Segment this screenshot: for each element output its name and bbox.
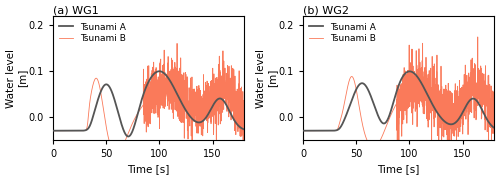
Tsunami A (431, 106, 437, 108)
X-axis label: Time [s]: Time [s] (128, 165, 170, 174)
Tsunami B (379, 135, 385, 138)
Tsunami B (242, 114, 248, 116)
Tsunami A (341, 120, 347, 122)
Y-axis label: Water level
[m]: Water level [m] (256, 49, 277, 108)
Text: (a) WG1: (a) WG1 (53, 6, 98, 15)
Tsunami B (492, 114, 498, 116)
Tsunami A (378, 120, 384, 123)
Tsunami A (372, 105, 378, 107)
Tsunami B (129, 123, 135, 125)
Tsunami A (379, 122, 385, 124)
Line: Tsunami B: Tsunami B (53, 43, 244, 154)
Tsunami A (125, 135, 131, 138)
Tsunami B (474, 36, 480, 38)
Tsunami B (114, 152, 119, 155)
Line: Tsunami A: Tsunami A (53, 71, 244, 136)
Tsunami A (61, 130, 67, 132)
Tsunami B (61, 130, 67, 132)
Tsunami A (300, 130, 306, 132)
Tsunami B (91, 81, 97, 83)
Tsunami B (372, 146, 378, 148)
Tsunami A (492, 127, 498, 129)
Tsunami B (50, 130, 56, 132)
Tsunami A (311, 130, 317, 132)
Tsunami A (156, 70, 162, 72)
X-axis label: Time [s]: Time [s] (378, 165, 420, 174)
Tsunami B (378, 138, 384, 140)
Tsunami B (300, 130, 306, 132)
Tsunami B (174, 42, 180, 44)
Tsunami B (430, 97, 436, 99)
Y-axis label: Water level
[m]: Water level [m] (6, 49, 27, 108)
Tsunami B (122, 141, 128, 143)
Tsunami B (311, 130, 317, 132)
Tsunami A (91, 113, 97, 115)
Tsunami A (128, 133, 134, 135)
Tsunami A (406, 70, 412, 73)
Tsunami A (181, 106, 187, 108)
Tsunami A (50, 130, 56, 132)
Tsunami B (181, 72, 187, 74)
Tsunami B (128, 125, 134, 127)
Legend: Tsunami A, Tsunami B: Tsunami A, Tsunami B (58, 21, 128, 45)
Tsunami A (122, 131, 128, 134)
Tsunami A (242, 128, 248, 130)
Line: Tsunami A: Tsunami A (303, 71, 494, 131)
Line: Tsunami B: Tsunami B (303, 37, 494, 149)
Legend: Tsunami A, Tsunami B: Tsunami A, Tsunami B (308, 21, 378, 45)
Text: (b) WG2: (b) WG2 (303, 6, 349, 15)
Tsunami B (448, 148, 454, 150)
Tsunami B (341, 105, 347, 107)
Tsunami A (129, 131, 135, 133)
